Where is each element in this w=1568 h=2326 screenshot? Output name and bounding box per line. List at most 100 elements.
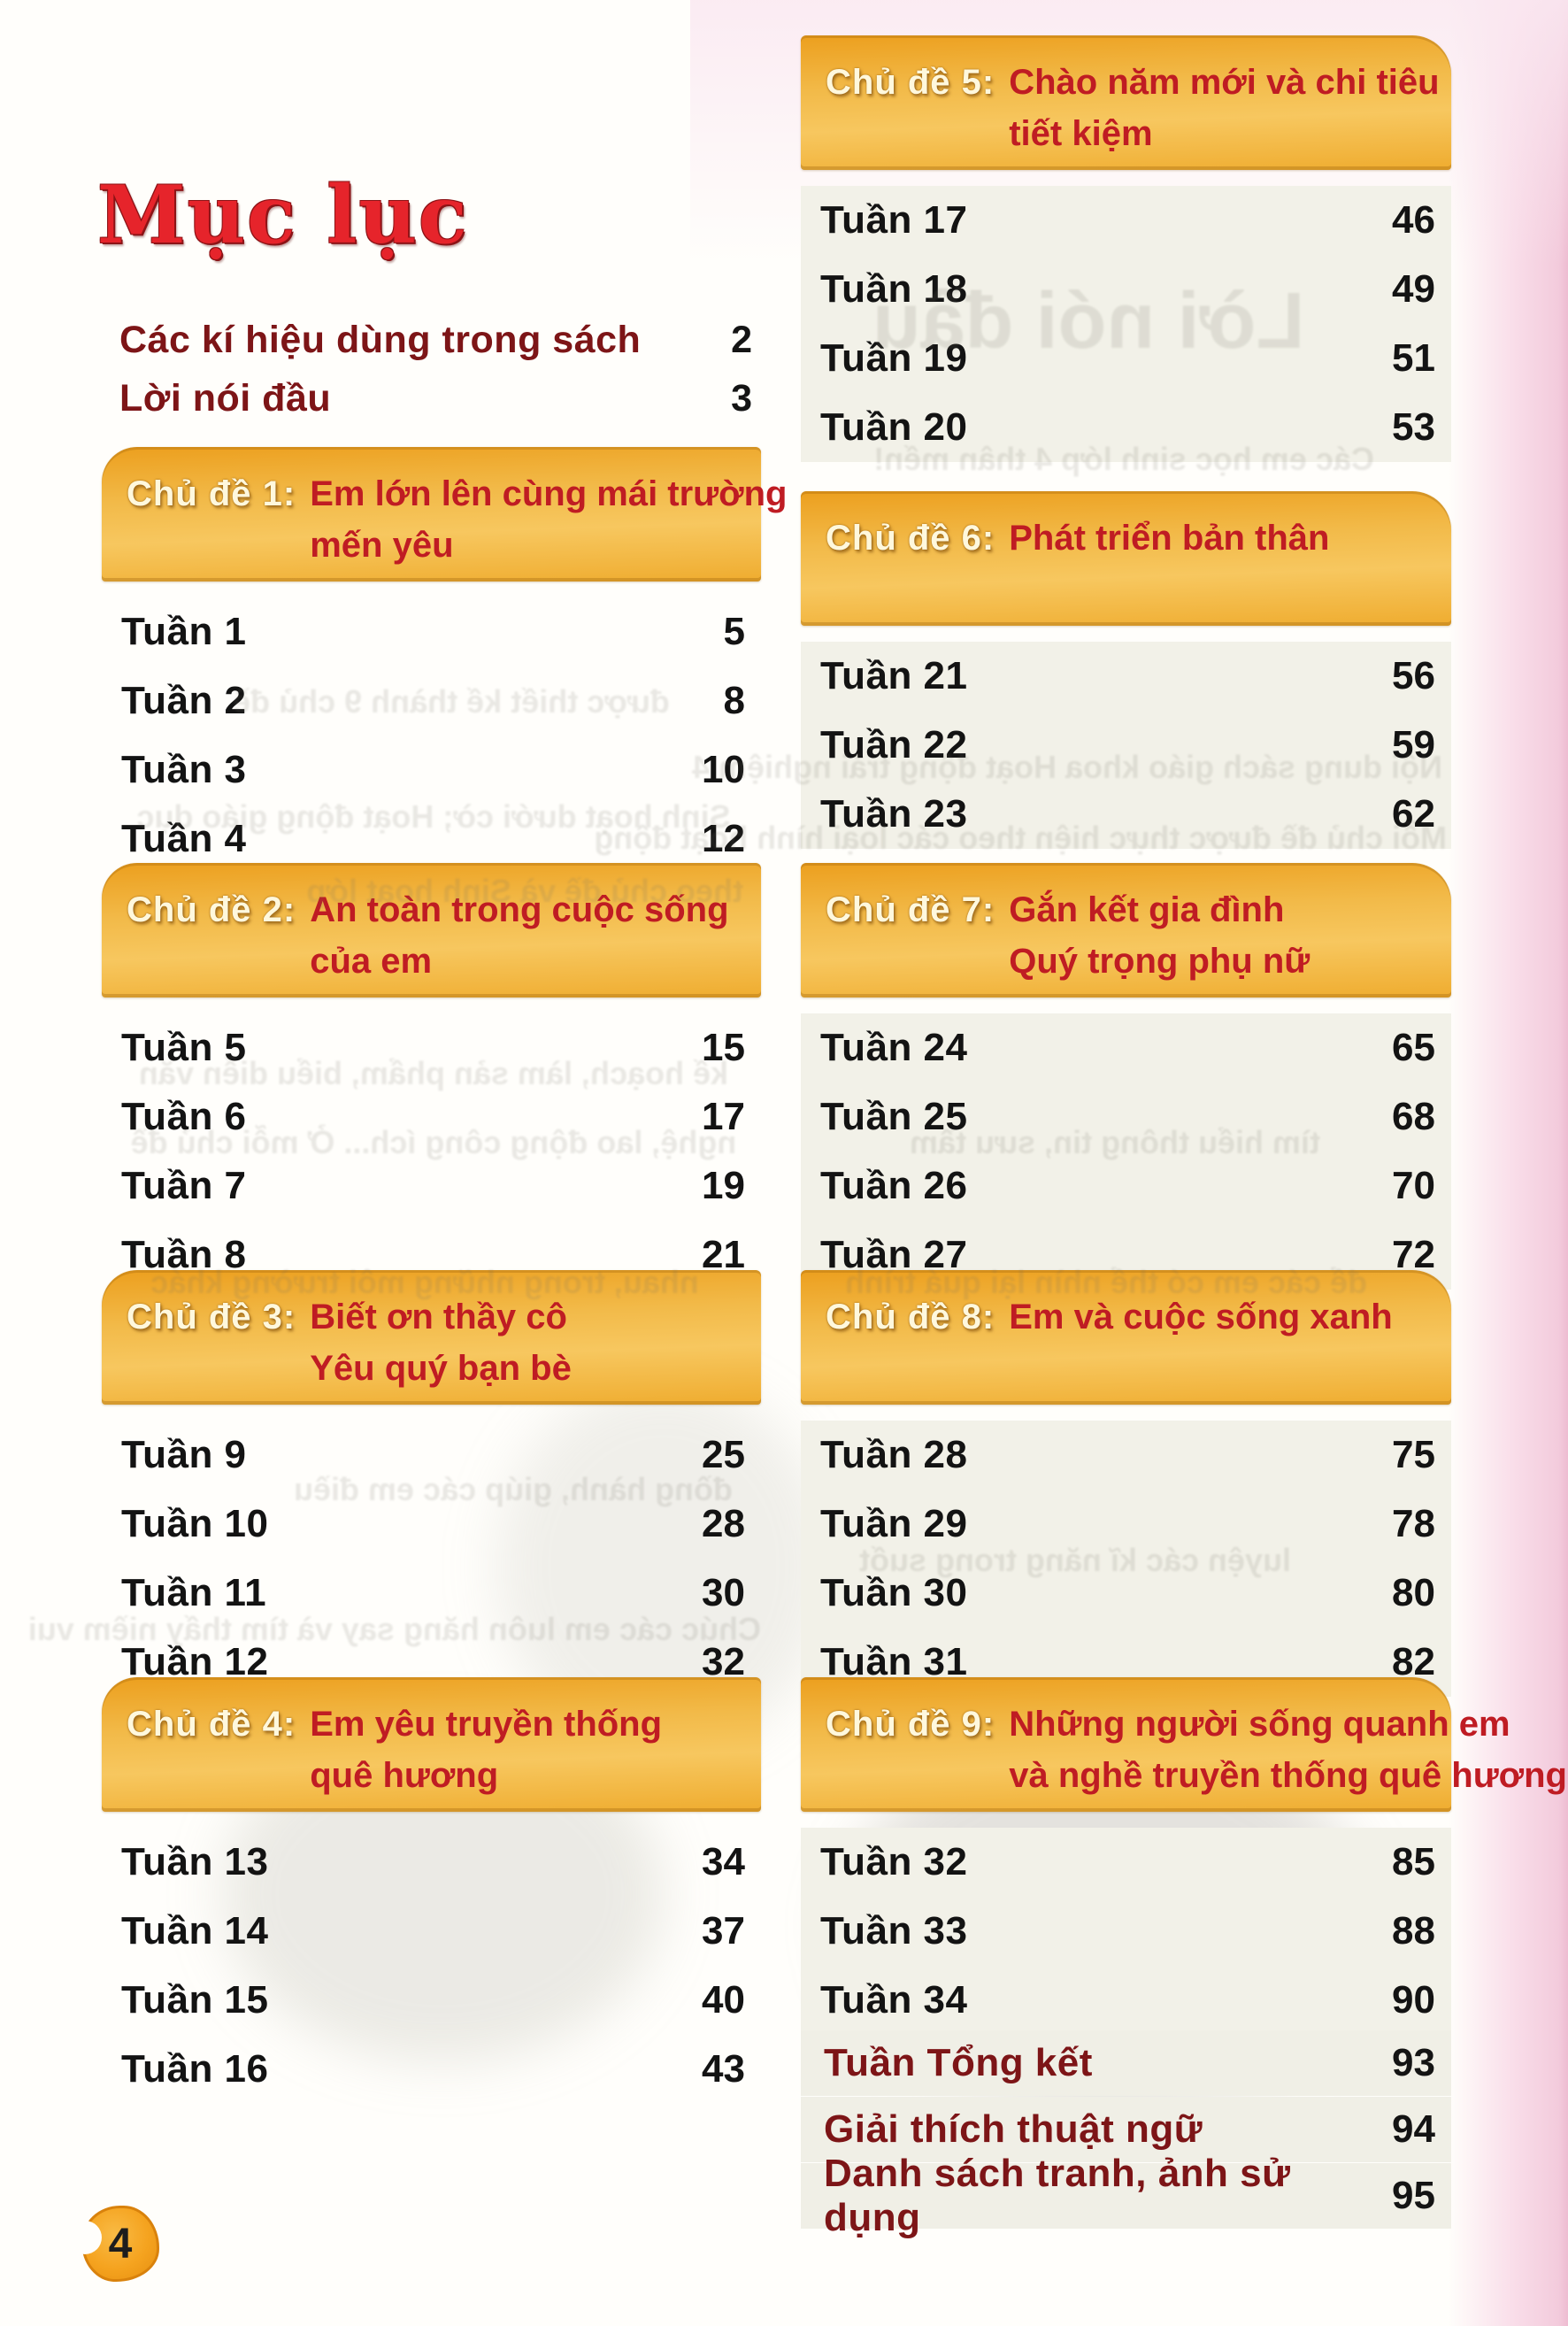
toc-row-label: Tuần 20 bbox=[820, 405, 968, 449]
chapter-banner-title: Những người sống quanh em và nghề truyền … bbox=[1009, 1698, 1567, 1801]
chapter-title-line: mến yêu bbox=[310, 526, 454, 565]
toc-row-page-number: 34 bbox=[702, 1840, 745, 1883]
week-rows: Tuần 24 65 Tuần 25 68 Tuần 26 70 Tuần 27 72 bbox=[801, 1013, 1451, 1290]
toc-row: Tuần 20 53 bbox=[801, 393, 1451, 462]
toc-row: Tuần 25 68 bbox=[801, 1082, 1451, 1151]
chapter-banner-title: Chào năm mới và chi tiêu tiết kiệm bbox=[1009, 57, 1439, 159]
week-rows: Tuần 5 15 Tuần 6 17 Tuần 7 19 Tuần 8 21 bbox=[102, 1013, 761, 1290]
toc-row-page-number: 8 bbox=[723, 679, 745, 722]
toc-row: Tuần 27 72 bbox=[801, 1221, 1451, 1290]
toc-row-page-number: 17 bbox=[702, 1095, 745, 1138]
toc-row: Tuần 11 30 bbox=[102, 1559, 761, 1628]
chapter-title-line: Những người sống quanh em bbox=[1009, 1705, 1510, 1744]
chapter-banner-label: Chủ đề 8: bbox=[826, 1298, 995, 1336]
page-title: Mục lục bbox=[97, 168, 469, 263]
toc-row-label: Tuần 15 bbox=[121, 1978, 269, 2022]
toc-row: Tuần 5 15 bbox=[102, 1013, 761, 1082]
toc-row-label: Tuần 10 bbox=[121, 1502, 269, 1545]
back-matter-row: Tuần Tổng kết 93 bbox=[801, 2030, 1451, 2096]
toc-row: Tuần 19 51 bbox=[801, 324, 1451, 393]
toc-row-page-number: 72 bbox=[1392, 1233, 1435, 1276]
toc-row-page-number: 15 bbox=[702, 1026, 745, 1069]
toc-row-page-number: 75 bbox=[1392, 1433, 1435, 1476]
toc-row: Tuần 3 10 bbox=[102, 736, 761, 805]
back-matter-row: Danh sách tranh, ảnh sử dụng 95 bbox=[801, 2152, 1451, 2239]
toc-row-label: Tuần 28 bbox=[820, 1433, 968, 1476]
back-matter-page-number: 94 bbox=[1392, 2107, 1435, 2151]
toc-row-page-number: 21 bbox=[702, 1233, 745, 1276]
toc-row-page-number: 80 bbox=[1392, 1571, 1435, 1614]
toc-row: Tuần 32 85 bbox=[801, 1828, 1451, 1897]
toc-row: Tuần 18 49 bbox=[801, 255, 1451, 324]
toc-row-label: Tuần 18 bbox=[820, 267, 968, 311]
chapter-banner: Chủ đề 8: Em và cuộc sống xanh bbox=[801, 1270, 1451, 1405]
chapter-banner-label: Chủ đề 3: bbox=[127, 1298, 296, 1336]
toc-row: Tuần 13 34 bbox=[102, 1828, 761, 1897]
chapter-title-line: của em bbox=[310, 942, 433, 981]
toc-row-page-number: 46 bbox=[1392, 198, 1435, 242]
chapter-title-line: Yêu quý bạn bè bbox=[310, 1349, 572, 1388]
toc-row-page-number: 70 bbox=[1392, 1164, 1435, 1207]
toc-row-label: Tuần 13 bbox=[121, 1840, 269, 1883]
toc-row-label: Tuần 2 bbox=[121, 679, 247, 722]
toc-row: Tuần 2 8 bbox=[102, 666, 761, 736]
chapter-banner-label: Chủ đề 9: bbox=[826, 1705, 995, 1744]
toc-row-page-number: 43 bbox=[702, 2047, 745, 2091]
front-matter-row: Các kí hiệu dùng trong sách 2 bbox=[119, 312, 761, 368]
chapter-title-line: Quý trọng phụ nữ bbox=[1009, 942, 1311, 981]
week-rows: Tuần 1 5 Tuần 2 8 Tuần 3 10 Tuần 4 12 bbox=[102, 597, 761, 874]
chapter-banner-label: Chủ đề 4: bbox=[127, 1705, 296, 1744]
chapter-title-line: Biết ơn thầy cô bbox=[310, 1298, 567, 1336]
toc-row-page-number: 40 bbox=[702, 1978, 745, 2022]
chapter-title-line: Em và cuộc sống xanh bbox=[1009, 1298, 1393, 1336]
chapter-banner: Chủ đề 6: Phát triển bản thân bbox=[801, 491, 1451, 626]
toc-row-page-number: 28 bbox=[702, 1502, 745, 1545]
toc-row-label: Tuần 34 bbox=[820, 1978, 968, 2022]
toc-row: Tuần 23 62 bbox=[801, 780, 1451, 849]
front-matter-label: Các kí hiệu dùng trong sách bbox=[119, 318, 642, 361]
toc-row: Tuần 1 5 bbox=[102, 597, 761, 666]
toc-row: Tuần 29 78 bbox=[801, 1490, 1451, 1559]
toc-row-page-number: 37 bbox=[702, 1909, 745, 1952]
chapter-banner: Chủ đề 7: Gắn kết gia đình Quý trọng phụ n… bbox=[801, 863, 1451, 997]
toc-row-page-number: 5 bbox=[723, 610, 745, 653]
chapter-banner: Chủ đề 2: An toàn trong cuộc sống của em bbox=[102, 863, 761, 997]
toc-row: Tuần 12 32 bbox=[102, 1628, 761, 1697]
toc-row-label: Tuần 5 bbox=[121, 1026, 247, 1069]
chapter-banner: Chủ đề 1: Em lớn lên cùng mái trường mến y… bbox=[102, 447, 787, 582]
toc-row-page-number: 59 bbox=[1392, 723, 1435, 766]
toc-row-label: Tuần 12 bbox=[121, 1640, 269, 1683]
back-matter-row: Giải thích thuật ngữ 94 bbox=[801, 2097, 1451, 2162]
front-matter-page-number: 3 bbox=[731, 376, 752, 420]
toc-row: Tuần 10 28 bbox=[102, 1490, 761, 1559]
toc-row-label: Tuần 27 bbox=[820, 1233, 968, 1276]
back-matter-label: Danh sách tranh, ảnh sử dụng bbox=[824, 2152, 1291, 2239]
chapter-banner-label: Chủ đề 2: bbox=[127, 890, 296, 929]
week-rows: Tuần 13 34 Tuần 14 37 Tuần 15 40 Tuần 16 43 bbox=[102, 1828, 761, 2104]
front-matter-label: Lời nói đầu bbox=[119, 376, 332, 420]
toc-row-label: Tuần 22 bbox=[820, 723, 968, 766]
page-number-badge: 4 bbox=[68, 2206, 159, 2282]
toc-row-label: Tuần 11 bbox=[121, 1571, 267, 1614]
chapter-title-line: Em yêu truyền thống bbox=[310, 1705, 663, 1744]
week-rows: Tuần 21 56 Tuần 22 59 Tuần 23 62 bbox=[801, 642, 1451, 849]
chapter-banner: Chủ đề 4: Em yêu truyền thống quê hương bbox=[102, 1677, 761, 1812]
toc-row-label: Tuần 29 bbox=[820, 1502, 968, 1545]
toc-row: Tuần 14 37 bbox=[102, 1897, 761, 1966]
toc-row: Tuần 17 46 bbox=[801, 186, 1451, 255]
toc-row: Tuần 15 40 bbox=[102, 1966, 761, 2035]
toc-row-page-number: 88 bbox=[1392, 1909, 1435, 1952]
chapter-title-line: Phát triển bản thân bbox=[1009, 519, 1330, 558]
toc-row-label: Tuần 24 bbox=[820, 1026, 968, 1069]
toc-row-page-number: 19 bbox=[702, 1164, 745, 1207]
toc-row-page-number: 12 bbox=[702, 817, 745, 860]
toc-row-label: Tuần 32 bbox=[820, 1840, 968, 1883]
chapter-banner-title: Phát triển bản thân bbox=[1009, 512, 1329, 564]
toc-row-label: Tuần 14 bbox=[121, 1909, 269, 1952]
toc-row-page-number: 56 bbox=[1392, 654, 1435, 697]
toc-row-page-number: 53 bbox=[1392, 405, 1435, 449]
toc-row: Tuần 33 88 bbox=[801, 1897, 1451, 1966]
chapter-title-line: tiết kiệm bbox=[1009, 114, 1153, 153]
back-matter-label: Giải thích thuật ngữ bbox=[824, 2107, 1203, 2151]
